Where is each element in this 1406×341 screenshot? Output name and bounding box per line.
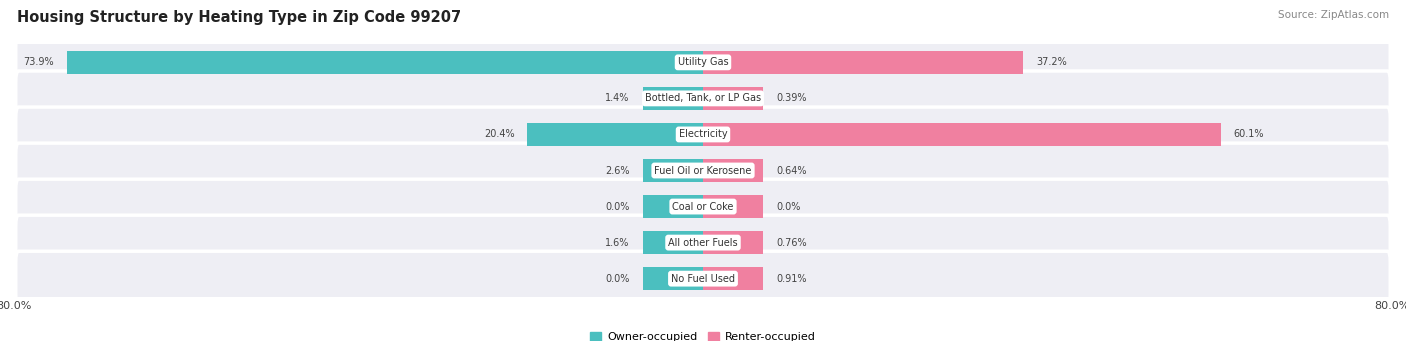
Bar — [643, 195, 703, 218]
Text: Utility Gas: Utility Gas — [678, 57, 728, 68]
Bar — [643, 87, 703, 109]
Bar — [527, 123, 703, 146]
Bar — [703, 267, 763, 290]
Bar — [703, 123, 1220, 146]
Text: Housing Structure by Heating Type in Zip Code 99207: Housing Structure by Heating Type in Zip… — [17, 10, 461, 25]
FancyBboxPatch shape — [15, 215, 1391, 270]
Text: 0.0%: 0.0% — [776, 202, 800, 211]
Text: No Fuel Used: No Fuel Used — [671, 273, 735, 284]
Bar — [66, 51, 703, 74]
FancyBboxPatch shape — [15, 143, 1391, 198]
Text: 0.39%: 0.39% — [776, 93, 807, 103]
Text: Coal or Coke: Coal or Coke — [672, 202, 734, 211]
Text: 0.76%: 0.76% — [776, 238, 807, 248]
Text: 0.0%: 0.0% — [606, 273, 630, 284]
Text: 20.4%: 20.4% — [484, 130, 515, 139]
Text: All other Fuels: All other Fuels — [668, 238, 738, 248]
Text: 60.1%: 60.1% — [1233, 130, 1264, 139]
FancyBboxPatch shape — [15, 107, 1391, 162]
Bar — [703, 159, 763, 182]
FancyBboxPatch shape — [15, 251, 1391, 306]
Text: 0.64%: 0.64% — [776, 165, 807, 176]
Text: Fuel Oil or Kerosene: Fuel Oil or Kerosene — [654, 165, 752, 176]
Text: Source: ZipAtlas.com: Source: ZipAtlas.com — [1278, 10, 1389, 20]
Bar — [703, 232, 763, 254]
Text: 1.6%: 1.6% — [606, 238, 630, 248]
Text: 1.4%: 1.4% — [606, 93, 630, 103]
Text: 37.2%: 37.2% — [1036, 57, 1067, 68]
Bar — [703, 87, 763, 109]
Legend: Owner-occupied, Renter-occupied: Owner-occupied, Renter-occupied — [586, 328, 820, 341]
Text: Bottled, Tank, or LP Gas: Bottled, Tank, or LP Gas — [645, 93, 761, 103]
Text: 73.9%: 73.9% — [22, 57, 53, 68]
Text: 0.91%: 0.91% — [776, 273, 807, 284]
Bar — [643, 267, 703, 290]
Bar — [643, 232, 703, 254]
Bar — [703, 51, 1024, 74]
Text: Electricity: Electricity — [679, 130, 727, 139]
FancyBboxPatch shape — [15, 179, 1391, 234]
FancyBboxPatch shape — [15, 35, 1391, 90]
Bar — [643, 159, 703, 182]
Text: 2.6%: 2.6% — [606, 165, 630, 176]
Bar — [703, 195, 763, 218]
Text: 0.0%: 0.0% — [606, 202, 630, 211]
FancyBboxPatch shape — [15, 71, 1391, 126]
